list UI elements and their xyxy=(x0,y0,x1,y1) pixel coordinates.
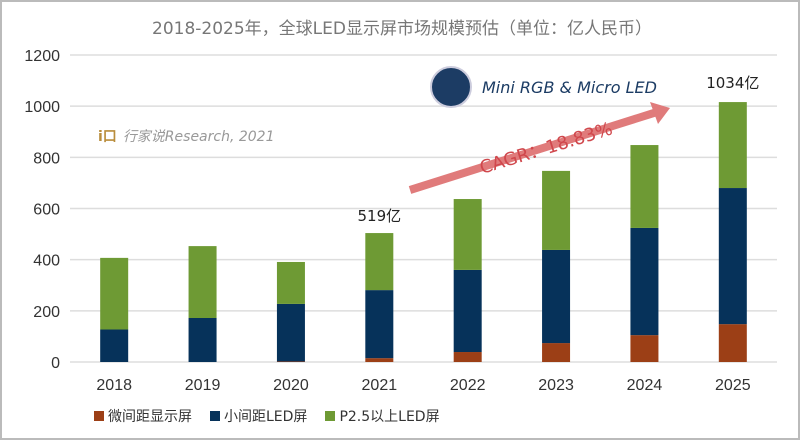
x-tick-label: 2023 xyxy=(538,377,574,394)
bar-segment xyxy=(718,102,747,189)
bar-segment xyxy=(542,249,571,344)
x-tick-label: 2020 xyxy=(273,377,309,394)
x-tick-label: 2024 xyxy=(627,377,663,394)
bar-segment xyxy=(630,227,659,336)
badge-text: Mini RGB & Micro LED xyxy=(482,77,657,97)
bar-segment xyxy=(100,329,129,362)
x-tick-label: 2019 xyxy=(185,377,221,394)
y-tick-label: 400 xyxy=(33,253,60,270)
bar-segment xyxy=(453,352,482,362)
cagr-label: CAGR：18.83% xyxy=(477,118,615,178)
bar-segment xyxy=(718,188,747,325)
y-tick-label: 600 xyxy=(33,202,60,219)
legend: 微间距显示屏 小间距LED屏 P2.5以上LED屏 xyxy=(94,406,440,426)
bar-segment xyxy=(188,246,217,318)
bar-segment xyxy=(718,324,747,362)
badge: Mini RGB & Micro LED xyxy=(430,66,657,108)
y-tick-label: 0 xyxy=(51,355,60,372)
watermark-logo: i口 xyxy=(98,129,117,145)
legend-item: 小间距LED屏 xyxy=(210,406,307,426)
bar-segment xyxy=(100,257,129,330)
bar-segment xyxy=(630,145,659,228)
data-label: 519亿 xyxy=(357,207,401,225)
cagr-arrow xyxy=(408,108,659,194)
cagr-arrowhead xyxy=(650,102,670,124)
chart-title: 2018-2025年，全球LED显示屏市场规模预估（单位：亿人民币） xyxy=(152,19,652,39)
x-tick-label: 2025 xyxy=(715,377,751,394)
x-tick-label: 2018 xyxy=(96,377,132,394)
bar-segment xyxy=(276,361,305,362)
bar-segment xyxy=(453,269,482,353)
bar-segment xyxy=(365,358,394,362)
legend-item: 微间距显示屏 xyxy=(94,406,192,426)
bar-segment xyxy=(365,290,394,359)
bar-segment xyxy=(453,199,482,270)
bar-segment xyxy=(276,261,305,304)
y-tick-label: 200 xyxy=(33,304,60,321)
bar-segment xyxy=(188,317,217,362)
y-tick-label: 1000 xyxy=(24,99,60,116)
watermark: i口 行家说Research, 2021 xyxy=(98,126,275,146)
bar-segment xyxy=(630,335,659,362)
x-tick-label: 2022 xyxy=(450,377,486,394)
rocket-icon xyxy=(430,66,472,108)
legend-item: P2.5以上LED屏 xyxy=(325,406,440,426)
bar-segment xyxy=(542,343,571,362)
y-tick-label: 800 xyxy=(33,150,60,167)
x-tick-label: 2021 xyxy=(362,377,398,394)
bar-segment xyxy=(276,303,305,362)
data-label: 1034亿 xyxy=(706,74,759,92)
bar-segment xyxy=(365,233,394,291)
bar-segment xyxy=(542,170,571,250)
y-tick-label: 1200 xyxy=(24,48,60,65)
